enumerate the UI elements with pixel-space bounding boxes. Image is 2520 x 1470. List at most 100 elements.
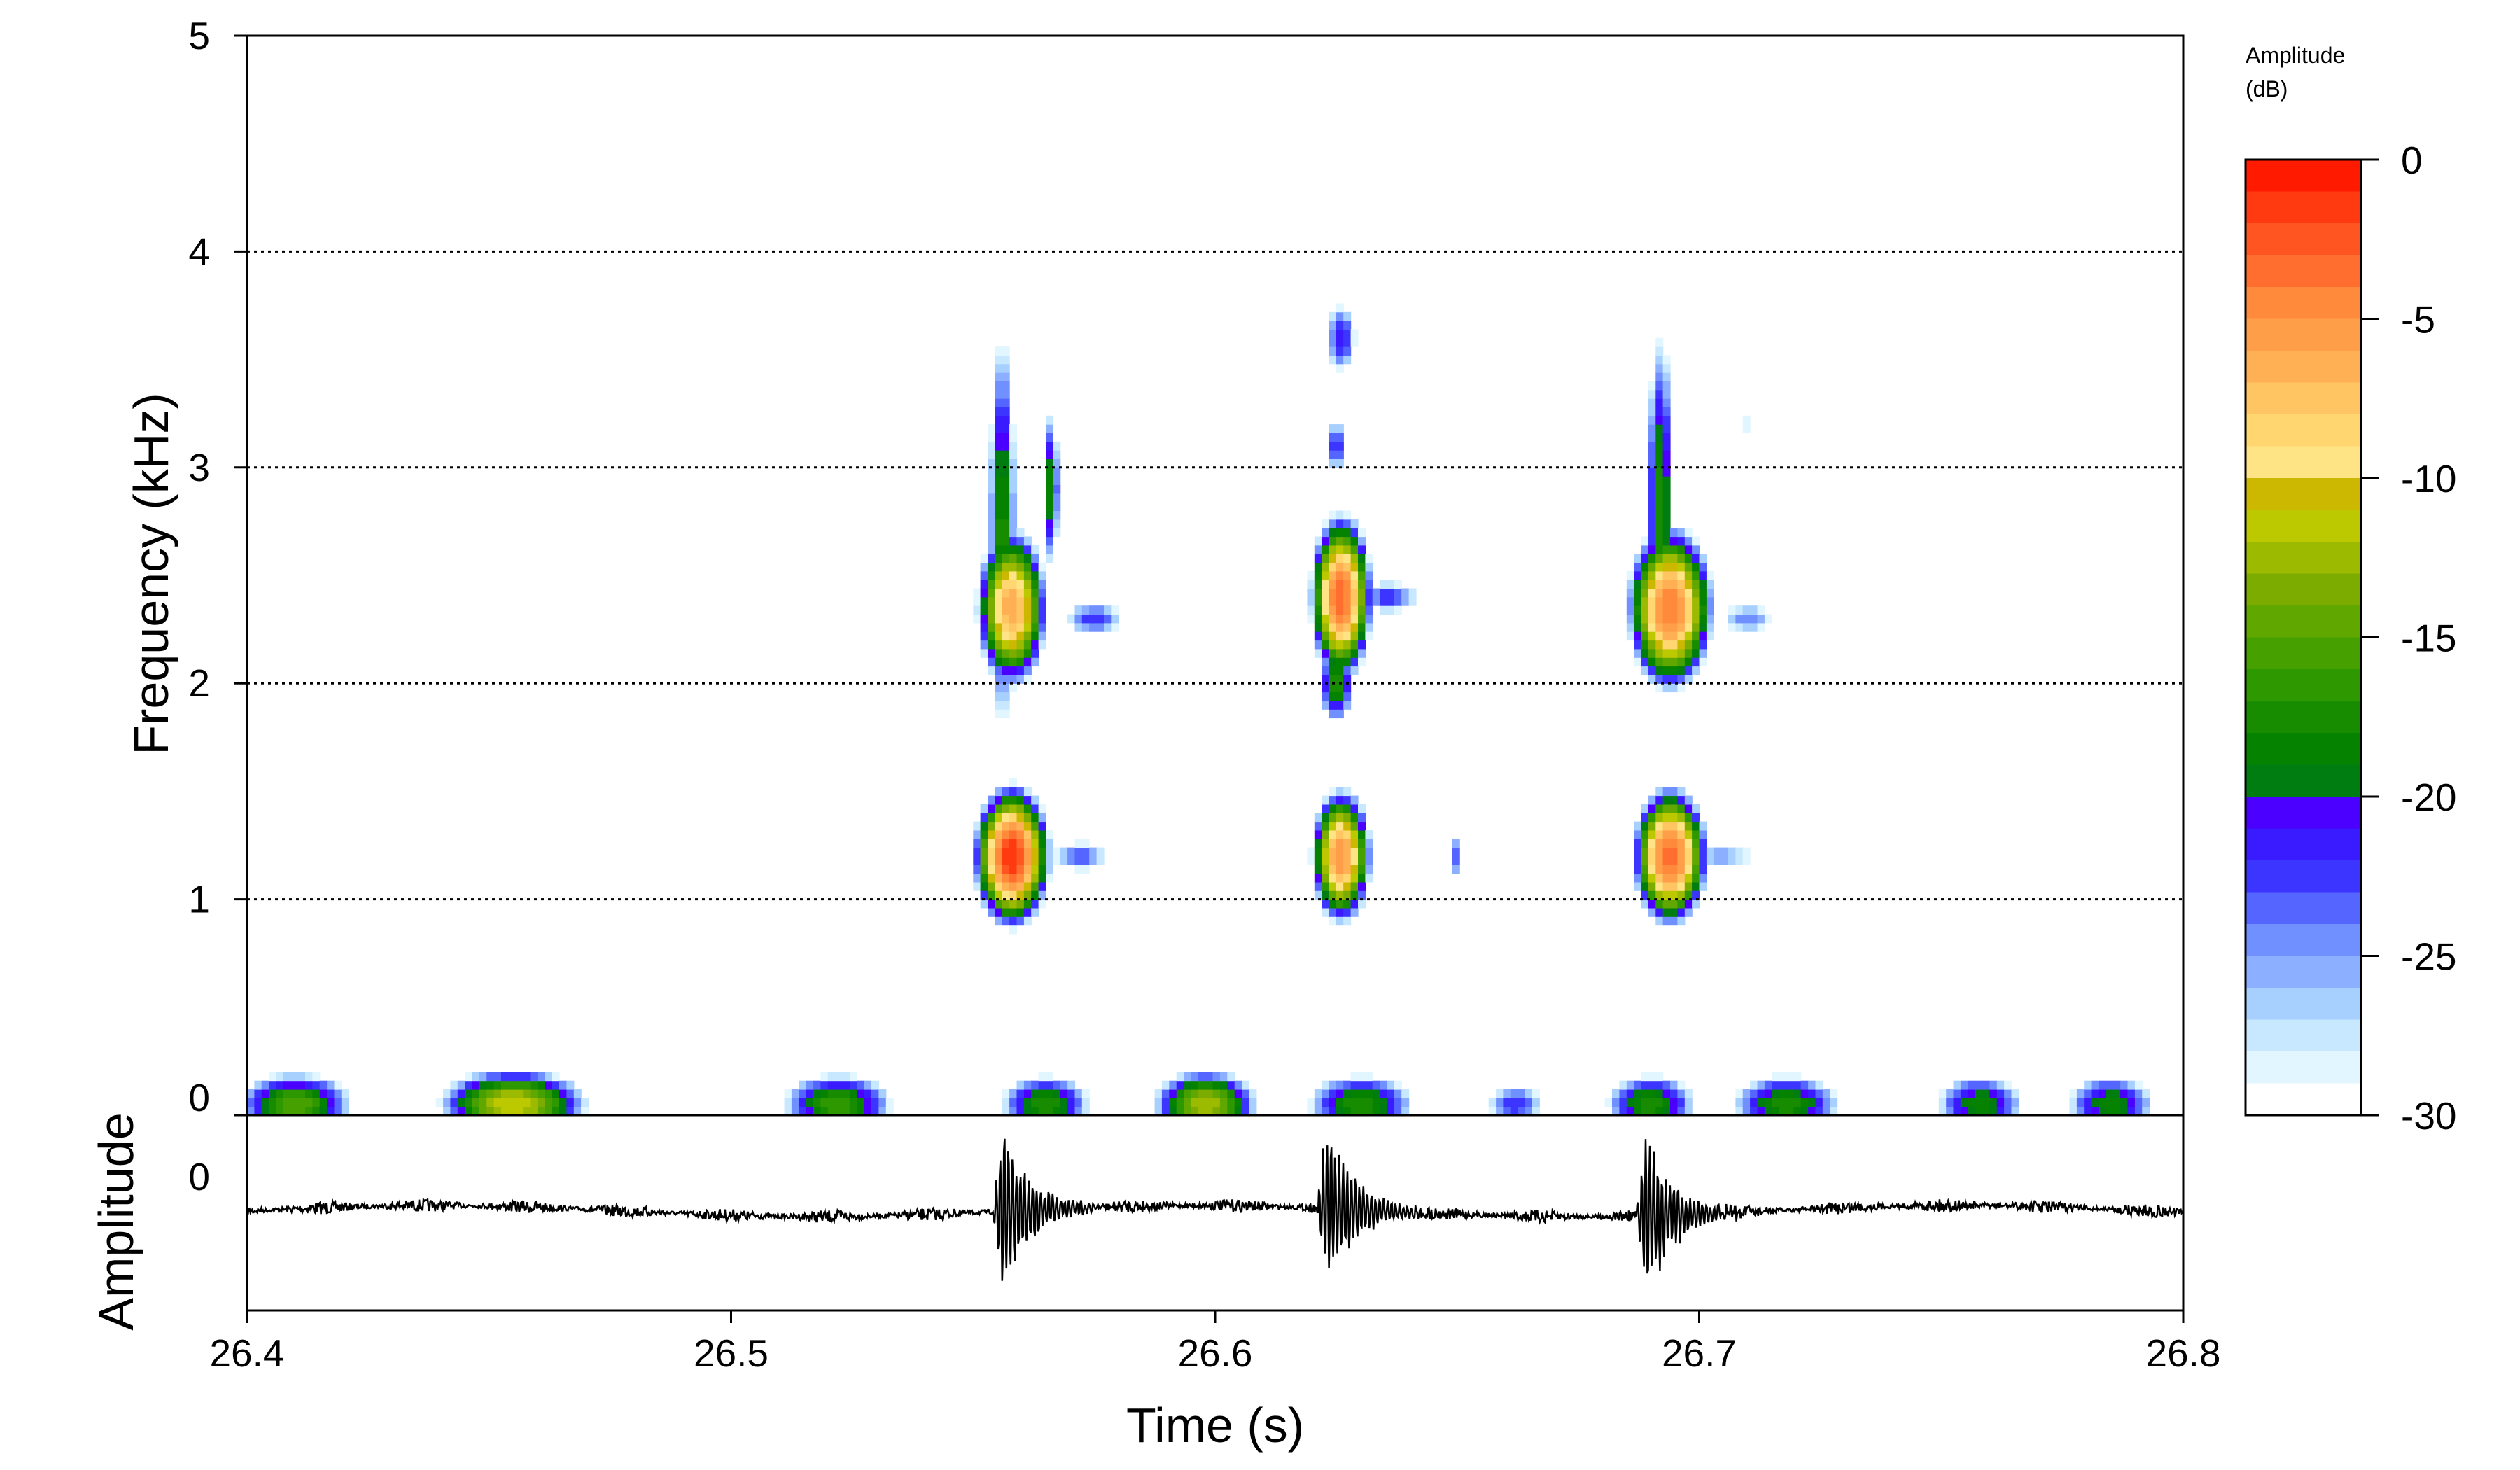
spectrogram-cell [1046, 839, 1054, 848]
spectrogram-cell [1742, 1106, 1751, 1116]
spectrogram-cell [1046, 1106, 1054, 1116]
spectrogram-cell [1670, 554, 1678, 564]
spectrogram-cell [1626, 614, 1634, 624]
spectrogram-cell [1038, 1106, 1046, 1116]
spectrogram-cell [450, 1098, 458, 1107]
spectrogram-cell [995, 674, 1003, 684]
spectrogram-cell [1656, 813, 1664, 822]
spectrogram-cell [1648, 484, 1656, 494]
spectrogram-cell [1358, 1072, 1366, 1082]
spectrogram-cell [1786, 1106, 1794, 1116]
spectrogram-cell [1184, 1106, 1192, 1116]
spectrogram-cell [1009, 666, 1018, 676]
spectrogram-cell [988, 528, 995, 538]
spectrogram-cell [276, 1080, 284, 1090]
spectrogram-cell [1068, 855, 1076, 865]
spectrogram-cell [1322, 855, 1330, 865]
spectrogram-cell [1023, 657, 1032, 667]
spectrogram-cell [813, 1106, 822, 1116]
spectrogram-cell [1677, 813, 1686, 822]
spectrogram-cell [1793, 1098, 1802, 1107]
spectrogram-cell [1728, 847, 1736, 857]
spectrogram-cell [988, 502, 995, 511]
spectrogram-cell [980, 648, 988, 658]
spectrogram-cell [1016, 606, 1025, 615]
colorbar-swatch [2246, 382, 2361, 415]
spectrogram-cell [1662, 683, 1671, 693]
spectrogram-cell [573, 1089, 582, 1098]
spectrogram-cell [1358, 528, 1366, 538]
spectrogram-cell [1670, 536, 1678, 546]
spectrogram-cell [1336, 830, 1344, 839]
spectrogram-cell [2076, 1098, 2085, 1107]
spectrogram-cell [995, 433, 1003, 442]
spectrogram-cell [1488, 1098, 1497, 1107]
spectrogram-cell [1772, 1089, 1780, 1098]
spectrogram-cell [1343, 821, 1352, 831]
spectrogram-cell [1023, 847, 1032, 857]
spectrogram-cell [1670, 588, 1678, 598]
spectrogram-cell [1343, 312, 1352, 321]
spectrogram-cell [1329, 795, 1337, 805]
spectrogram-cell [1677, 631, 1686, 641]
spectrogram-cell [2091, 1080, 2099, 1090]
spectrogram-cell [1016, 881, 1025, 891]
spectrogram-cell [1772, 1072, 1780, 1082]
spectrogram-cell [1372, 1080, 1380, 1090]
spectrogram-cell [1968, 1080, 1976, 1090]
colorbar-swatch [2246, 924, 2361, 956]
spectrogram-cell [1336, 363, 1344, 373]
spectrogram-cell [545, 1072, 553, 1082]
spectrogram-cell [878, 1106, 887, 1116]
colorbar-tick-label: -10 [2401, 457, 2457, 500]
spectrogram-cell [1184, 1080, 1192, 1090]
spectrogram-cell [1350, 528, 1359, 538]
spectrogram-cell [1641, 813, 1649, 822]
spectrogram-cell [1023, 674, 1032, 684]
spectrogram-cell [1641, 666, 1649, 676]
spectrogram-cell [1343, 580, 1352, 589]
spectrogram-cell [1023, 864, 1032, 874]
spectrogram-cell [980, 606, 988, 615]
spectrogram-cell [872, 1089, 879, 1098]
x-tick-label: 26.4 [209, 1331, 284, 1375]
spectrogram-cell [1343, 855, 1352, 865]
spectrogram-cell [1038, 562, 1046, 572]
spectrogram-cell [1322, 1106, 1330, 1116]
spectrogram-cell [1060, 847, 1068, 857]
spectrogram-cell [523, 1106, 531, 1116]
spectrogram-cell [1002, 562, 1010, 572]
spectrogram-cell [1307, 847, 1315, 857]
spectrogram-cell [1648, 666, 1656, 676]
spectrogram-cell [2106, 1098, 2114, 1107]
spectrogram-cell [1670, 890, 1678, 900]
spectrogram-cell [980, 881, 988, 891]
spectrogram-cell [1656, 415, 1664, 425]
spectrogram-cell [1387, 596, 1395, 606]
spectrogram-cell [1358, 839, 1366, 848]
spectrogram-cell [1401, 1098, 1410, 1107]
spectrogram-cell [1742, 1089, 1751, 1098]
spectrogram-cell [1023, 554, 1032, 564]
spectrogram-cell [1641, 580, 1649, 589]
spectrogram-cell [515, 1080, 524, 1090]
spectrogram-cell [1350, 864, 1359, 874]
spectrogram-cell [1670, 855, 1678, 865]
spectrogram-cell [2091, 1089, 2099, 1098]
spectrogram-cell [1023, 1080, 1032, 1090]
spectrogram-cell [1023, 813, 1032, 822]
spectrogram-cell [1525, 1089, 1533, 1098]
spectrogram-cell [988, 813, 995, 822]
spectrogram-cell [1350, 1080, 1359, 1090]
spectrogram-cell [1343, 847, 1352, 857]
spectrogram-cell [1742, 622, 1751, 632]
spectrogram-cell [1350, 519, 1359, 528]
spectrogram-cell [1692, 821, 1700, 831]
spectrogram-cell [486, 1106, 495, 1116]
spectrogram-cell [1023, 1089, 1032, 1098]
spectrogram-cell [1670, 847, 1678, 857]
spectrogram-cell [1329, 1080, 1337, 1090]
spectrogram-cell [995, 916, 1003, 926]
spectrogram-cell [269, 1098, 277, 1107]
spectrogram-cells [247, 303, 2150, 1116]
